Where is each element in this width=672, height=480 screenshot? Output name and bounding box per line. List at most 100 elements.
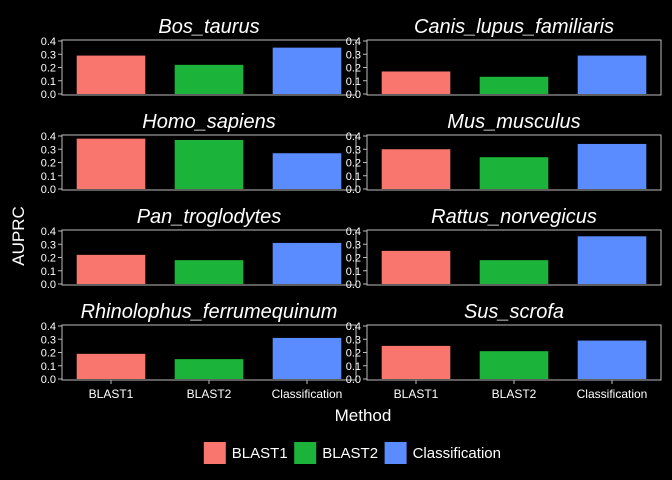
bar-classification (577, 236, 647, 284)
y-axis-title: AUPRC (9, 206, 28, 266)
y-tick-label: 0.0 (346, 184, 361, 196)
facet-bos-taurus: Bos_taurus 0.00.10.2 0.30.4 (41, 16, 357, 101)
bar-blast2 (479, 157, 549, 189)
facet-title: Mus_musculus (447, 111, 580, 133)
facet-pan-troglodytes: Pan_troglodytes 0.00.10.2 0.30.4 (41, 206, 357, 291)
facet-title: Canis_lupus_familiaris (414, 16, 614, 38)
bar-blast2 (479, 351, 549, 379)
y-tick-label: 0.4 (346, 226, 361, 238)
bar-blast1 (76, 254, 146, 284)
y-tick-label: 0.1 (41, 76, 56, 88)
y-tick-label: 0.1 (41, 361, 56, 373)
y-tick-label: 0.1 (346, 361, 361, 373)
y-tick-label: 0.4 (41, 36, 56, 48)
facet-mus-musculus: Mus_musculus 0.00.10.2 0.30.4 (346, 111, 662, 196)
y-tick-label: 0.3 (41, 144, 56, 156)
y-tick-label: 0.2 (346, 158, 361, 170)
y-tick-label: 0.0 (41, 374, 56, 386)
bar-blast1 (381, 345, 451, 379)
facet-canis-lupus-familiaris: Canis_lupus_familiaris 0.00.10.2 0.30.4 (346, 16, 662, 101)
bar-blast2 (174, 260, 244, 284)
y-tick-label: 0.0 (346, 279, 361, 291)
y-tick-label: 0.2 (346, 348, 361, 360)
y-tick-label: 0.1 (41, 266, 56, 278)
y-tick-label: 0.1 (41, 171, 56, 183)
x-tick-label: Classification (272, 387, 343, 401)
bar-classification (577, 143, 647, 189)
facet-title: Rhinolophus_ferrumequinum (81, 301, 338, 323)
y-tick-label: 0.2 (41, 253, 56, 265)
y-tick-label: 0.2 (346, 253, 361, 265)
legend: BLAST1 BLAST2 Classification (203, 442, 501, 464)
legend-label: Classification (413, 445, 501, 462)
bar-blast2 (479, 76, 549, 94)
bar-blast1 (76, 55, 146, 94)
legend-key (384, 442, 407, 464)
bar-classification (272, 47, 342, 94)
y-tick-label: 0.3 (41, 49, 56, 61)
facet-title: Pan_troglodytes (137, 206, 282, 228)
bar-blast2 (174, 64, 244, 94)
facet-rattus-norvegicus: Rattus_norvegicus 0.00.10.2 0.30.4 (346, 206, 662, 291)
x-tick-label: Classification (577, 387, 648, 401)
bar-classification (577, 55, 647, 94)
x-tick-label: BLAST2 (492, 387, 537, 401)
y-tick-label: 0.0 (41, 279, 56, 291)
bar-blast2 (174, 359, 244, 379)
legend-key (294, 442, 317, 464)
legend-entry-blast2: BLAST2 (294, 442, 378, 464)
facet-title: Rattus_norvegicus (431, 206, 597, 228)
x-tick-label: BLAST1 (394, 387, 439, 401)
x-tick-label: BLAST1 (89, 387, 134, 401)
bar-classification (577, 340, 647, 379)
y-tick-label: 0.0 (346, 89, 361, 101)
x-tick-label: BLAST2 (187, 387, 232, 401)
bar-classification (272, 337, 342, 379)
y-tick-label: 0.4 (41, 131, 56, 143)
y-tick-label: 0.0 (41, 184, 56, 196)
x-axis-title: Method (335, 406, 392, 425)
bar-blast2 (479, 260, 549, 284)
bar-blast1 (381, 149, 451, 189)
y-tick-label: 0.3 (41, 239, 56, 251)
bar-blast1 (381, 71, 451, 94)
bar-blast1 (76, 353, 146, 379)
bar-blast1 (76, 138, 146, 189)
legend-label: BLAST1 (232, 445, 288, 462)
legend-entry-blast1: BLAST1 (203, 442, 288, 464)
y-tick-label: 0.4 (346, 36, 361, 48)
y-tick-label: 0.0 (41, 89, 56, 101)
y-tick-label: 0.4 (346, 321, 361, 333)
bar-blast2 (174, 139, 244, 189)
facet-panels: Bos_taurus0.00.10.20.30.4Canis_lupus_fam… (41, 16, 662, 401)
y-tick-label: 0.2 (41, 348, 56, 360)
facet-title: Homo_sapiens (142, 111, 275, 133)
y-tick-label: 0.3 (346, 49, 361, 61)
y-tick-label: 0.1 (346, 266, 361, 278)
y-tick-label: 0.4 (346, 131, 361, 143)
bar-blast1 (381, 250, 451, 284)
bar-classification (272, 242, 342, 284)
y-tick-label: 0.2 (41, 158, 56, 170)
y-tick-label: 0.4 (41, 321, 56, 333)
y-tick-label: 0.3 (41, 334, 56, 346)
facet-title: Bos_taurus (158, 16, 259, 38)
y-tick-label: 0.0 (346, 374, 361, 386)
legend-key (203, 442, 226, 464)
y-tick-label: 0.4 (41, 226, 56, 238)
y-tick-label: 0.3 (346, 334, 361, 346)
facet-sus-scrofa: Sus_scrofa 0.00.10.2 0.30.4 BLAST1 BLAST2 Cla… (346, 301, 662, 401)
facet-rhinolophus-ferrumequinum: Rhinolophus_ferrumequinum 0.00.10.2 0.30.4… (41, 301, 357, 401)
facet-homo-sapiens: Homo_sapiens 0.00.10.2 0.30.4 (41, 111, 357, 196)
y-tick-label: 0.3 (346, 144, 361, 156)
legend-label: BLAST2 (322, 445, 378, 462)
facet-title: Sus_scrofa (464, 301, 564, 323)
legend-entry-classification: Classification (384, 442, 501, 464)
bar-classification (272, 153, 342, 189)
y-tick-label: 0.1 (346, 171, 361, 183)
y-tick-label: 0.3 (346, 239, 361, 251)
y-tick-label: 0.1 (346, 76, 361, 88)
y-tick-label: 0.2 (346, 63, 361, 75)
